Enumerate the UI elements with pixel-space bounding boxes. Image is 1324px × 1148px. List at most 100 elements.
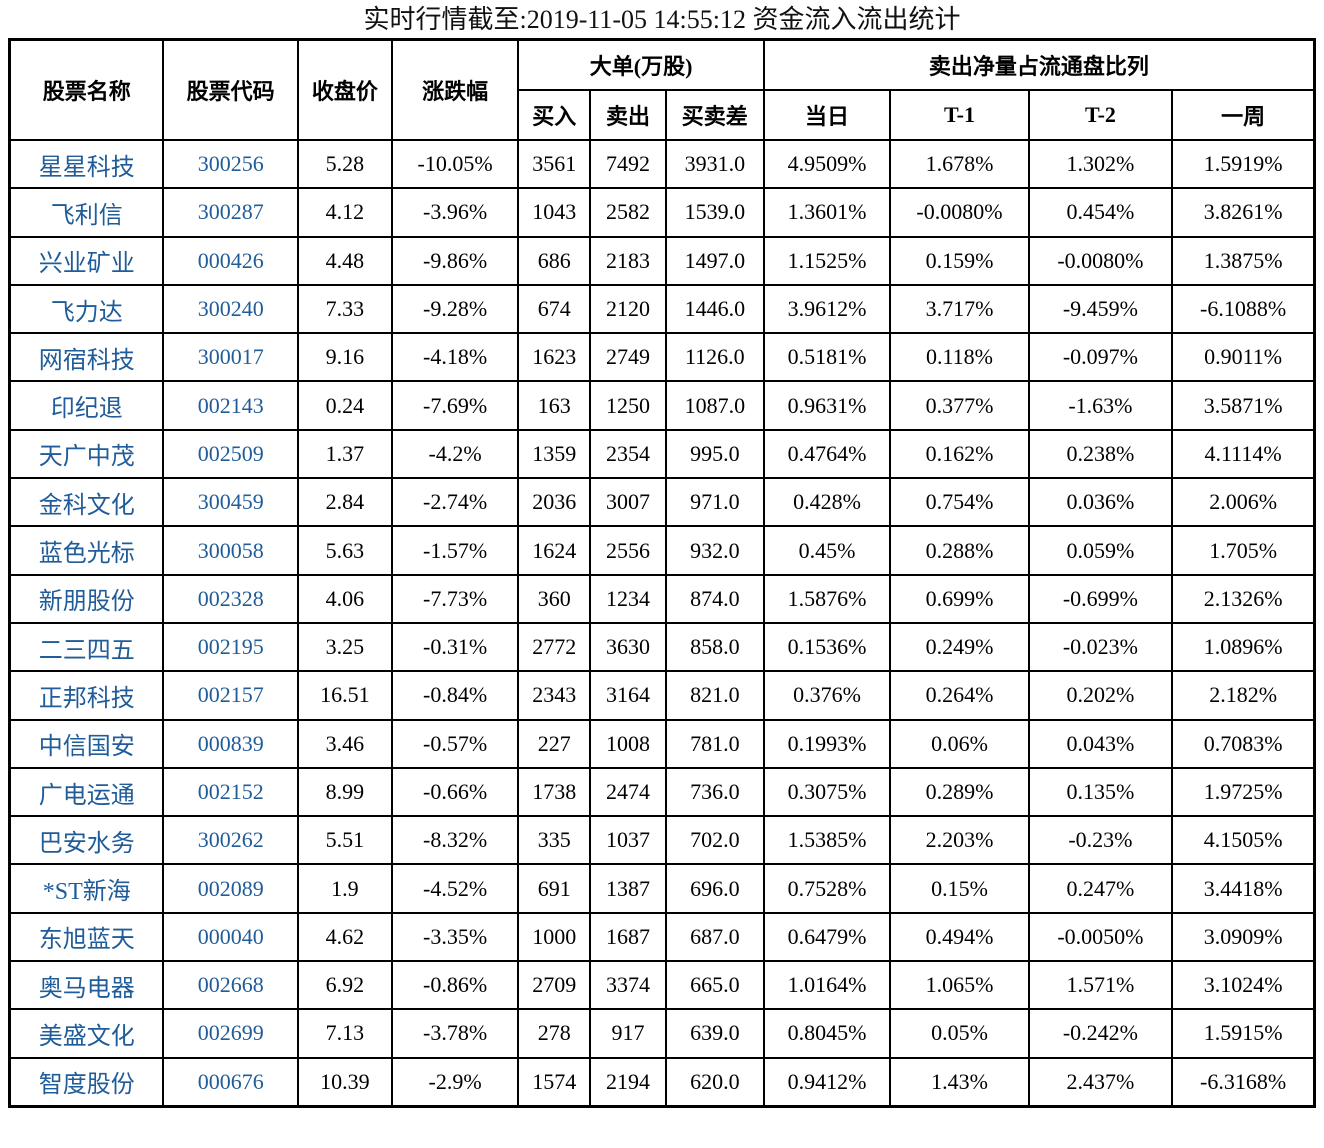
table-row: 飞利信 300287 4.12 -3.96% 1043 2582 1539.0 1.3601%…	[8, 187, 1316, 238]
cell-buy: 691	[517, 863, 592, 914]
cell-stock-code[interactable]: 002152	[162, 766, 299, 818]
cell-t-2: 0.202%	[1027, 670, 1174, 721]
cell-change-pct: -2.74%	[390, 477, 520, 528]
cell-change-pct: -9.28%	[390, 283, 520, 335]
cell-stock-name[interactable]: 广电运通	[8, 766, 165, 818]
cell-today: 0.9412%	[762, 1056, 892, 1108]
cell-t-1: 0.264%	[889, 670, 1030, 721]
cell-buy: 3561	[517, 138, 592, 190]
table-row: 金科文化 300459 2.84 -2.74% 2036 3007 971.0 0.428% 0…	[8, 477, 1316, 528]
cell-stock-code[interactable]: 300256	[162, 138, 299, 190]
table-row: 兴业矿业 000426 4.48 -9.86% 686 2183 1497.0 1.1525%…	[8, 235, 1316, 286]
cell-stock-code[interactable]: 300240	[162, 283, 299, 335]
cell-t-1: -0.0080%	[889, 187, 1030, 238]
cell-stock-code[interactable]: 000839	[162, 718, 299, 769]
table-row: 智度股份 000676 10.39 -2.9% 1574 2194 620.0 0.9412%…	[8, 1056, 1316, 1108]
cell-stock-code[interactable]: 000676	[162, 1056, 299, 1108]
cell-buy: 163	[517, 380, 592, 431]
cell-buy-sell-diff: 971.0	[664, 477, 765, 528]
header-row-sub: 买入 卖出 买卖差 当日 T-1 T-2 一周	[10, 89, 1316, 141]
cell-stock-code[interactable]: 300017	[162, 332, 299, 383]
cell-stock-code[interactable]: 300262	[162, 815, 299, 866]
cell-buy-sell-diff: 620.0	[664, 1056, 765, 1108]
cell-stock-name[interactable]: 印纪退	[8, 380, 165, 431]
cell-sell: 2183	[589, 235, 667, 286]
cell-stock-name[interactable]: 星星科技	[8, 138, 165, 190]
cell-stock-code[interactable]: 002699	[162, 1008, 299, 1059]
cell-stock-name[interactable]: 中信国安	[8, 718, 165, 769]
cell-stock-code[interactable]: 002509	[162, 428, 299, 480]
cell-change-pct: -0.66%	[390, 766, 520, 818]
col-header-buy-sell-diff: 买卖差	[664, 89, 765, 141]
cell-today: 0.7528%	[762, 863, 892, 914]
cell-sell: 2120	[589, 283, 667, 335]
table-row: 美盛文化 002699 7.13 -3.78% 278 917 639.0 0.8045% 0.…	[8, 1008, 1316, 1059]
cell-stock-code[interactable]: 002668	[162, 960, 299, 1011]
cell-change-pct: -0.57%	[390, 718, 520, 769]
cell-stock-name[interactable]: 蓝色光标	[8, 525, 165, 576]
cell-stock-name[interactable]: 网宿科技	[8, 332, 165, 383]
cell-t-2: -1.63%	[1027, 380, 1174, 431]
cell-stock-code[interactable]: 000040	[162, 911, 299, 963]
cell-stock-code[interactable]: 002328	[162, 573, 299, 624]
cell-stock-code[interactable]: 002089	[162, 863, 299, 914]
cell-week: 4.1505%	[1171, 815, 1316, 866]
cell-t-1: 1.678%	[889, 138, 1030, 190]
cell-t-2: 1.571%	[1027, 960, 1174, 1011]
cell-t-2: -0.23%	[1027, 815, 1174, 866]
cell-close-price: 4.12	[296, 187, 393, 238]
cell-stock-name[interactable]: 飞利信	[8, 187, 165, 238]
cell-stock-name[interactable]: *ST新海	[8, 863, 165, 914]
cell-stock-name[interactable]: 巴安水务	[8, 815, 165, 866]
cell-week: 3.4418%	[1171, 863, 1316, 914]
report-title: 实时行情截至:2019-11-05 14:55:12 资金流入流出统计	[363, 5, 961, 34]
cell-stock-name[interactable]: 奥马电器	[8, 960, 165, 1011]
cell-stock-code[interactable]: 300459	[162, 477, 299, 528]
cell-t-2: 1.302%	[1027, 138, 1174, 190]
cell-close-price: 1.37	[296, 428, 393, 480]
cell-stock-code[interactable]: 002195	[162, 621, 299, 673]
cell-change-pct: -3.96%	[390, 187, 520, 238]
cell-buy: 227	[517, 718, 592, 769]
cell-change-pct: -4.18%	[390, 332, 520, 383]
cell-change-pct: -1.57%	[390, 525, 520, 576]
cell-sell: 3374	[589, 960, 667, 1011]
cell-today: 1.1525%	[762, 235, 892, 286]
cell-week: 2.006%	[1171, 477, 1316, 528]
header-row-groups: 股票名称 股票代码 收盘价 涨跌幅 大单(万股) 卖出净量占流通盘比列	[8, 38, 1316, 141]
cell-close-price: 5.63	[296, 525, 393, 576]
cell-stock-name[interactable]: 正邦科技	[8, 670, 165, 721]
cell-stock-name[interactable]: 美盛文化	[8, 1008, 165, 1059]
table-row: 正邦科技 002157 16.51 -0.84% 2343 3164 821.0 0.376%…	[8, 670, 1316, 721]
cell-sell: 1387	[589, 863, 667, 914]
cell-buy: 335	[517, 815, 592, 866]
cell-week: 3.5871%	[1171, 380, 1316, 431]
cell-today: 1.0164%	[762, 960, 892, 1011]
cell-change-pct: -2.9%	[390, 1056, 520, 1108]
cell-stock-name[interactable]: 飞力达	[8, 283, 165, 335]
cell-buy-sell-diff: 874.0	[664, 573, 765, 624]
cell-stock-name[interactable]: 东旭蓝天	[8, 911, 165, 963]
cell-change-pct: -7.69%	[390, 380, 520, 431]
cell-stock-code[interactable]: 002157	[162, 670, 299, 721]
cell-close-price: 7.13	[296, 1008, 393, 1059]
table-row: 蓝色光标 300058 5.63 -1.57% 1624 2556 932.0 0.45% 0.…	[8, 525, 1316, 576]
cell-today: 3.9612%	[762, 283, 892, 335]
cell-stock-name[interactable]: 金科文化	[8, 477, 165, 528]
cell-stock-code[interactable]: 300287	[162, 187, 299, 238]
cell-stock-name[interactable]: 天广中茂	[8, 428, 165, 480]
cell-stock-code[interactable]: 002143	[162, 380, 299, 431]
cell-t-2: 0.059%	[1027, 525, 1174, 576]
cell-stock-name[interactable]: 兴业矿业	[8, 235, 165, 286]
cell-stock-name[interactable]: 二三四五	[8, 621, 165, 673]
cell-week: 1.3875%	[1171, 235, 1316, 286]
cell-buy: 674	[517, 283, 592, 335]
cell-stock-name[interactable]: 智度股份	[8, 1056, 165, 1108]
cell-stock-code[interactable]: 000426	[162, 235, 299, 286]
cell-t-2: 2.437%	[1027, 1056, 1174, 1108]
cell-stock-code[interactable]: 300058	[162, 525, 299, 576]
cell-today: 0.5181%	[762, 332, 892, 383]
cell-sell: 2194	[589, 1056, 667, 1108]
cell-change-pct: -4.2%	[390, 428, 520, 480]
cell-stock-name[interactable]: 新朋股份	[8, 573, 165, 624]
